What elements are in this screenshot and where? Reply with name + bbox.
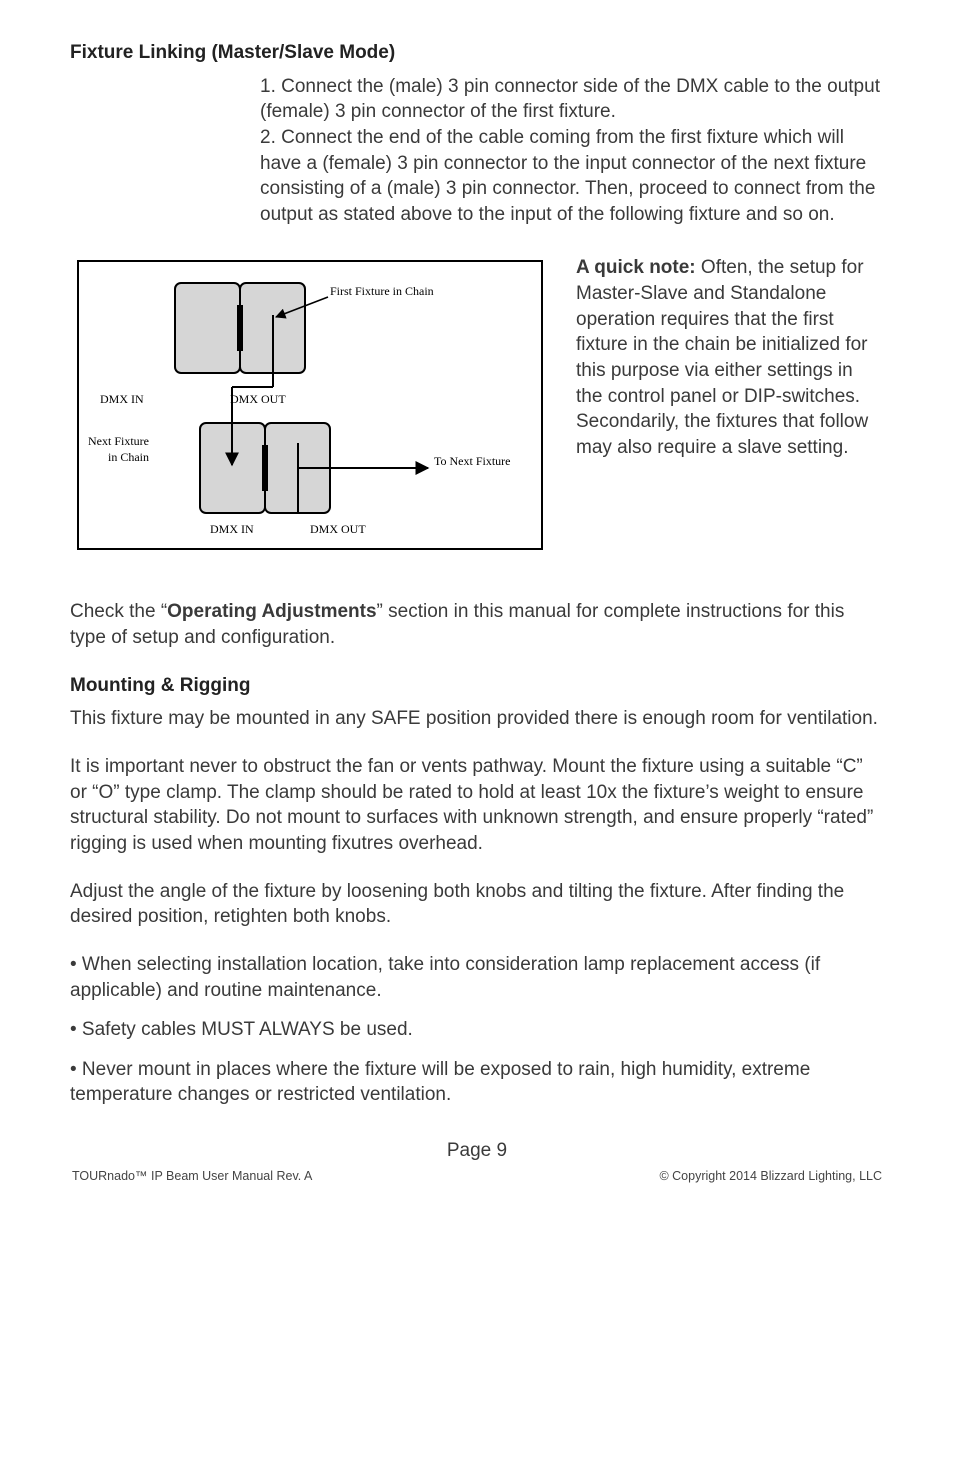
label-next-fixture: Next Fixture xyxy=(88,434,149,448)
mounting-p2: It is important never to obstruct the fa… xyxy=(70,754,884,857)
label-dmx-out-bot: DMX OUT xyxy=(310,522,366,536)
check-bold: Operating Adjustments xyxy=(167,601,376,622)
quick-note-bold: A quick note: xyxy=(576,257,696,278)
footer-right: © Copyright 2014 Blizzard Lighting, LLC xyxy=(659,1168,882,1185)
heading-mounting: Mounting & Rigging xyxy=(70,673,884,699)
quick-note: A quick note: Often, the setup for Maste… xyxy=(576,255,884,555)
steps-block: 1. Connect the (male) 3 pin connector si… xyxy=(70,74,884,228)
step-1: 1. Connect the (male) 3 pin connector si… xyxy=(260,74,884,125)
check-pre: Check the “ xyxy=(70,601,167,622)
step-2: 2. Connect the end of the cable coming f… xyxy=(260,125,884,228)
mounting-p3: Adjust the angle of the fixture by loose… xyxy=(70,879,884,930)
heading-fixture-linking: Fixture Linking (Master/Slave Mode) xyxy=(70,40,884,66)
quick-note-text: Often, the setup for Master-Slave and St… xyxy=(576,257,868,457)
label-in-chain: in Chain xyxy=(108,450,149,464)
check-paragraph: Check the “Operating Adjustments” sectio… xyxy=(70,599,884,650)
label-first-fixture: First Fixture in Chain xyxy=(330,284,434,298)
bullet-3: • Never mount in places where the fixtur… xyxy=(70,1057,884,1108)
label-to-next: To Next Fixture xyxy=(434,454,510,468)
bullet-1: • When selecting installation location, … xyxy=(70,952,884,1003)
label-dmx-in-top: DMX IN xyxy=(100,392,144,406)
footer-left: TOURnado™ IP Beam User Manual Rev. A xyxy=(72,1168,312,1185)
mounting-p1: This fixture may be mounted in any SAFE … xyxy=(70,706,884,732)
label-dmx-out-top: DMX OUT xyxy=(230,392,286,406)
bullet-2: • Safety cables MUST ALWAYS be used. xyxy=(70,1017,884,1043)
label-dmx-in-bot: DMX IN xyxy=(210,522,254,536)
page-number: Page 9 xyxy=(70,1138,884,1164)
dmx-chain-diagram: First Fixture in Chain DMX IN DMX OUT xyxy=(70,255,550,555)
